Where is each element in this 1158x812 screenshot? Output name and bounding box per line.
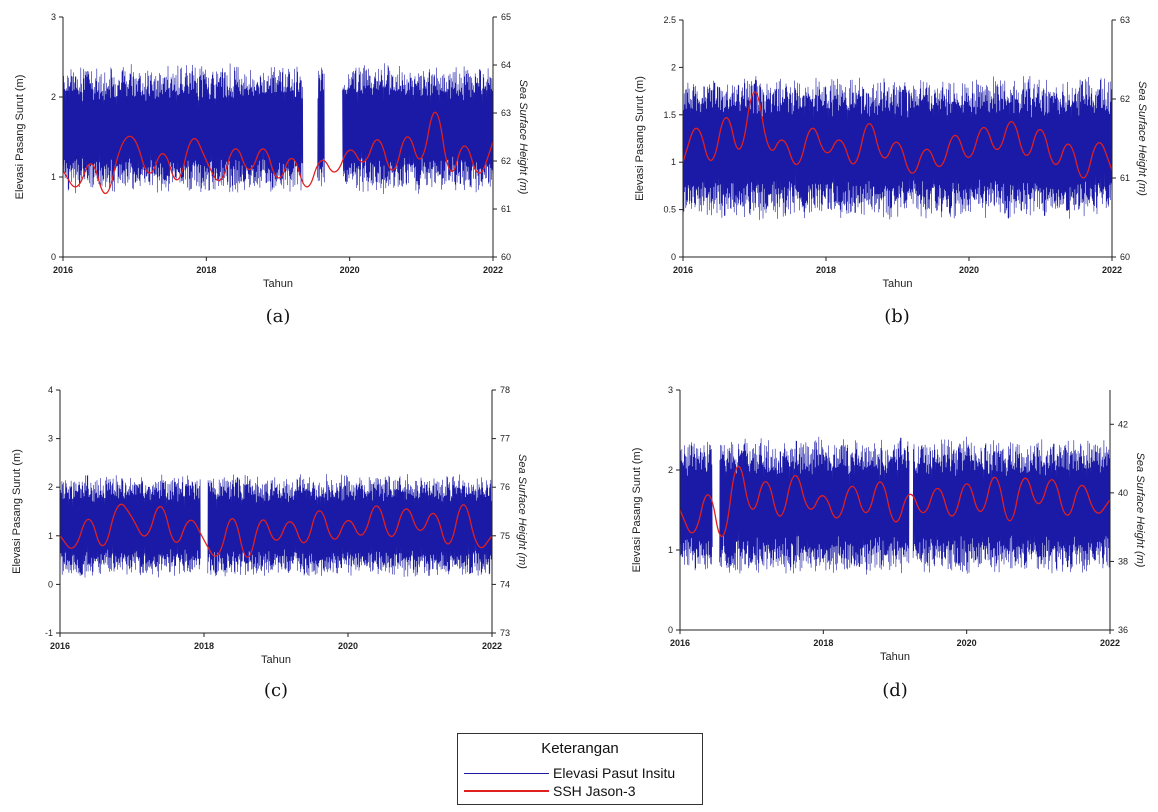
y2-axis-label: Sea Surface Height (m) [516,454,528,569]
y2-tick-label: 38 [1118,556,1128,566]
y2-tick-label: 62 [1120,94,1130,104]
y-tick-label: 2.5 [663,15,676,25]
y2-tick-label: 73 [500,628,510,638]
y-tick-label: 1 [671,157,676,167]
legend-label-ssh: SSH Jason-3 [553,783,636,799]
chart-panel-3: -1 0 1 2 3 4 73 74 75 76 77 78 2016 2018 2020 2022 Tahun… [11,385,528,701]
y-tick-label: 1 [48,531,53,541]
x-tick-label: 2018 [813,638,833,648]
chart-panel-2: 0 0.5 1 1.5 2 2.5 60 61 62 63 2016 2018 2020 2022 Tahu… [634,15,1148,327]
x-axis-label: Tahun [880,651,910,663]
y-tick-label: 1 [51,172,56,182]
legend-item-ssh: SSH Jason-3 [464,782,635,800]
ssh-series-line [59,503,493,558]
x-axis-label: Tahun [261,654,291,666]
x-tick-label: 2022 [1102,265,1122,275]
y2-tick-label: 40 [1118,488,1128,498]
y2-axis-label: Sea Surface Height (m) [1134,453,1146,568]
y2-axis-label: Sea Surface Height (m) [1136,81,1148,196]
x-tick-label: 2020 [957,638,977,648]
y-tick-label: 2 [668,465,673,475]
y-tick-label: 0 [48,579,53,589]
insitu-series-line [679,436,1111,575]
ssh-series-line [62,111,494,195]
y2-tick-label: 61 [501,204,511,214]
x-tick-label: 2018 [816,265,836,275]
y2-tick-label: 42 [1118,419,1128,429]
x-tick-label: 2022 [483,265,503,275]
x-axis-label: Tahun [263,278,293,290]
y-tick-label: 2 [48,482,53,492]
y-tick-label: 1 [668,545,673,555]
legend-item-insitu: Elevasi Pasut Insitu [464,764,675,782]
x-tick-label: 2020 [338,641,358,651]
y2-tick-label: 60 [1120,252,1130,262]
legend-label-insitu: Elevasi Pasut Insitu [553,765,676,781]
y-tick-label: 1.5 [663,110,676,120]
y2-tick-label: 63 [501,108,511,118]
y-tick-label: 2 [51,92,56,102]
legend-swatch-ssh [464,790,549,792]
panel-caption: (d) [882,680,908,701]
y2-tick-label: 63 [1120,15,1130,25]
x-tick-label: 2016 [673,265,693,275]
y2-tick-label: 76 [500,482,510,492]
x-tick-label: 2020 [959,265,979,275]
y-tick-label: -1 [45,628,53,638]
legend-title: Keterangan [541,740,619,757]
y-tick-label: 2 [671,62,676,72]
x-tick-label: 2018 [196,265,216,275]
chart-panel-1: 0 1 2 3 60 61 62 63 64 65 2016 2018 2020 2022 Tahun Ele… [14,12,529,327]
y-axis-label: Elevasi Pasang Surut (m) [14,75,26,200]
y-tick-label: 3 [668,385,673,395]
legend-swatch-insitu [464,772,549,774]
y2-tick-label: 74 [500,579,510,589]
y-axis-label: Elevasi Pasang Surut (m) [11,449,23,574]
x-tick-label: 2022 [1100,638,1120,648]
x-tick-label: 2022 [482,641,502,651]
y2-tick-label: 77 [500,434,510,444]
y2-tick-label: 64 [501,60,511,70]
x-tick-label: 2016 [50,641,70,651]
y2-tick-label: 78 [500,385,510,395]
y-tick-label: 0 [668,625,673,635]
y-tick-label: 0 [51,252,56,262]
y2-tick-label: 60 [501,252,511,262]
x-tick-label: 2018 [194,641,214,651]
y2-tick-label: 62 [501,156,511,166]
legend: Keterangan Elevasi Pasut Insitu SSH Jaso… [457,733,703,805]
y-tick-label: 3 [48,434,53,444]
y-tick-label: 0.5 [663,205,676,215]
panel-caption: (a) [266,306,291,327]
y2-tick-label: 75 [500,531,510,541]
y-tick-label: 3 [51,12,56,22]
x-tick-label: 2016 [53,265,73,275]
y-tick-label: 0 [671,252,676,262]
y-tick-label: 4 [48,385,53,395]
ssh-series-line [682,91,1113,179]
y-axis-label: Elevasi Pasang Surut (m) [634,76,646,201]
panel-caption: (b) [884,306,910,327]
y2-tick-label: 36 [1118,625,1128,635]
y2-tick-label: 65 [501,12,511,22]
y-axis-label: Elevasi Pasang Surut (m) [631,448,643,573]
x-axis-label: Tahun [883,278,913,290]
x-tick-label: 2016 [670,638,690,648]
ssh-series-line [679,465,1111,537]
x-tick-label: 2020 [340,265,360,275]
insitu-series-line [682,75,1113,220]
insitu-series-line [59,474,493,578]
panel-caption: (c) [264,680,288,701]
y2-axis-label: Sea Surface Height (m) [517,80,529,195]
y2-tick-label: 61 [1120,173,1130,183]
chart-panel-4: 0 1 2 3 36 38 40 42 2016 2018 2020 2022 Tahun Elevasi… [631,385,1146,701]
